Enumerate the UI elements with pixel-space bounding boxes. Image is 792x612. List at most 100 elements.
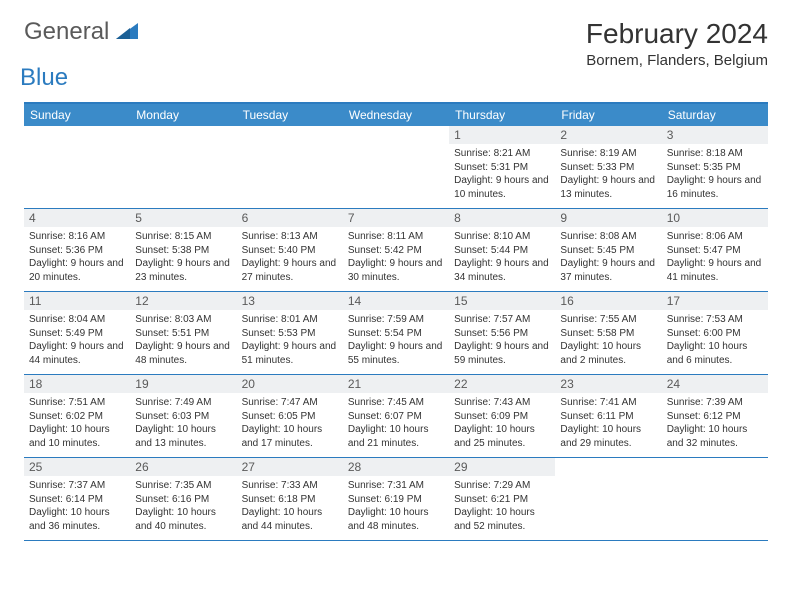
day-number: 18: [24, 375, 130, 393]
weeks-container: 1Sunrise: 8:21 AMSunset: 5:31 PMDaylight…: [24, 126, 768, 541]
day-cell: 21Sunrise: 7:45 AMSunset: 6:07 PMDayligh…: [343, 375, 449, 457]
day-body: Sunrise: 7:49 AMSunset: 6:03 PMDaylight:…: [130, 393, 236, 455]
header: General Blue February 2024 Bornem, Fland…: [24, 18, 768, 92]
day-cell: 17Sunrise: 7:53 AMSunset: 6:00 PMDayligh…: [662, 292, 768, 374]
day-number: 27: [237, 458, 343, 476]
day-body: Sunrise: 8:03 AMSunset: 5:51 PMDaylight:…: [130, 310, 236, 372]
week-row: 25Sunrise: 7:37 AMSunset: 6:14 PMDayligh…: [24, 458, 768, 541]
day-number: 15: [449, 292, 555, 310]
day-body: Sunrise: 7:31 AMSunset: 6:19 PMDaylight:…: [343, 476, 449, 538]
day-cell: 4Sunrise: 8:16 AMSunset: 5:36 PMDaylight…: [24, 209, 130, 291]
day-cell: 11Sunrise: 8:04 AMSunset: 5:49 PMDayligh…: [24, 292, 130, 374]
day-body: Sunrise: 7:37 AMSunset: 6:14 PMDaylight:…: [24, 476, 130, 538]
day-body: Sunrise: 7:33 AMSunset: 6:18 PMDaylight:…: [237, 476, 343, 538]
day-number: 21: [343, 375, 449, 393]
day-body: Sunrise: 7:59 AMSunset: 5:54 PMDaylight:…: [343, 310, 449, 372]
day-cell: 18Sunrise: 7:51 AMSunset: 6:02 PMDayligh…: [24, 375, 130, 457]
day-number: 24: [662, 375, 768, 393]
day-header: Wednesday: [343, 104, 449, 126]
week-row: 11Sunrise: 8:04 AMSunset: 5:49 PMDayligh…: [24, 292, 768, 375]
day-cell: 5Sunrise: 8:15 AMSunset: 5:38 PMDaylight…: [130, 209, 236, 291]
day-body: Sunrise: 7:29 AMSunset: 6:21 PMDaylight:…: [449, 476, 555, 538]
day-cell: 14Sunrise: 7:59 AMSunset: 5:54 PMDayligh…: [343, 292, 449, 374]
day-body: Sunrise: 7:47 AMSunset: 6:05 PMDaylight:…: [237, 393, 343, 455]
day-cell: 8Sunrise: 8:10 AMSunset: 5:44 PMDaylight…: [449, 209, 555, 291]
day-body: Sunrise: 8:15 AMSunset: 5:38 PMDaylight:…: [130, 227, 236, 289]
day-cell: 24Sunrise: 7:39 AMSunset: 6:12 PMDayligh…: [662, 375, 768, 457]
day-cell: 22Sunrise: 7:43 AMSunset: 6:09 PMDayligh…: [449, 375, 555, 457]
day-body: Sunrise: 7:43 AMSunset: 6:09 PMDaylight:…: [449, 393, 555, 455]
day-body: Sunrise: 7:57 AMSunset: 5:56 PMDaylight:…: [449, 310, 555, 372]
day-cell: 2Sunrise: 8:19 AMSunset: 5:33 PMDaylight…: [555, 126, 661, 208]
day-number: 22: [449, 375, 555, 393]
day-number: 17: [662, 292, 768, 310]
day-body: Sunrise: 7:41 AMSunset: 6:11 PMDaylight:…: [555, 393, 661, 455]
day-cell: 3Sunrise: 8:18 AMSunset: 5:35 PMDaylight…: [662, 126, 768, 208]
day-cell: 27Sunrise: 7:33 AMSunset: 6:18 PMDayligh…: [237, 458, 343, 540]
day-number: 4: [24, 209, 130, 227]
day-body: Sunrise: 8:16 AMSunset: 5:36 PMDaylight:…: [24, 227, 130, 289]
day-body: Sunrise: 8:18 AMSunset: 5:35 PMDaylight:…: [662, 144, 768, 206]
day-number: 7: [343, 209, 449, 227]
day-cell: [555, 458, 661, 540]
day-header: Monday: [130, 104, 236, 126]
day-cell: [130, 126, 236, 208]
day-cell: [343, 126, 449, 208]
week-row: 1Sunrise: 8:21 AMSunset: 5:31 PMDaylight…: [24, 126, 768, 209]
logo-triangle-icon: [116, 26, 138, 43]
day-number: 29: [449, 458, 555, 476]
day-body: Sunrise: 8:04 AMSunset: 5:49 PMDaylight:…: [24, 310, 130, 372]
day-number: 13: [237, 292, 343, 310]
day-header: Friday: [555, 104, 661, 126]
day-body: Sunrise: 8:06 AMSunset: 5:47 PMDaylight:…: [662, 227, 768, 289]
day-number: 10: [662, 209, 768, 227]
day-body: Sunrise: 7:45 AMSunset: 6:07 PMDaylight:…: [343, 393, 449, 455]
day-body: Sunrise: 8:01 AMSunset: 5:53 PMDaylight:…: [237, 310, 343, 372]
day-cell: 28Sunrise: 7:31 AMSunset: 6:19 PMDayligh…: [343, 458, 449, 540]
day-cell: 6Sunrise: 8:13 AMSunset: 5:40 PMDaylight…: [237, 209, 343, 291]
logo-text-blue: Blue: [20, 64, 138, 92]
day-cell: [237, 126, 343, 208]
day-cell: 16Sunrise: 7:55 AMSunset: 5:58 PMDayligh…: [555, 292, 661, 374]
day-header-row: SundayMondayTuesdayWednesdayThursdayFrid…: [24, 104, 768, 126]
day-cell: 19Sunrise: 7:49 AMSunset: 6:03 PMDayligh…: [130, 375, 236, 457]
day-number: 14: [343, 292, 449, 310]
day-body: Sunrise: 8:21 AMSunset: 5:31 PMDaylight:…: [449, 144, 555, 206]
day-cell: 25Sunrise: 7:37 AMSunset: 6:14 PMDayligh…: [24, 458, 130, 540]
day-header: Thursday: [449, 104, 555, 126]
location: Bornem, Flanders, Belgium: [586, 52, 768, 69]
day-number: 1: [449, 126, 555, 144]
day-cell: 29Sunrise: 7:29 AMSunset: 6:21 PMDayligh…: [449, 458, 555, 540]
day-cell: 26Sunrise: 7:35 AMSunset: 6:16 PMDayligh…: [130, 458, 236, 540]
day-cell: [24, 126, 130, 208]
day-number: 8: [449, 209, 555, 227]
day-header: Tuesday: [237, 104, 343, 126]
day-number: 5: [130, 209, 236, 227]
day-number: 26: [130, 458, 236, 476]
day-number: 9: [555, 209, 661, 227]
day-number: 16: [555, 292, 661, 310]
day-body: Sunrise: 8:19 AMSunset: 5:33 PMDaylight:…: [555, 144, 661, 206]
day-cell: 15Sunrise: 7:57 AMSunset: 5:56 PMDayligh…: [449, 292, 555, 374]
calendar: SundayMondayTuesdayWednesdayThursdayFrid…: [24, 102, 768, 541]
day-number: 11: [24, 292, 130, 310]
title-block: February 2024 Bornem, Flanders, Belgium: [586, 18, 768, 69]
week-row: 18Sunrise: 7:51 AMSunset: 6:02 PMDayligh…: [24, 375, 768, 458]
day-number: 23: [555, 375, 661, 393]
day-cell: 12Sunrise: 8:03 AMSunset: 5:51 PMDayligh…: [130, 292, 236, 374]
day-number: 3: [662, 126, 768, 144]
day-body: Sunrise: 8:13 AMSunset: 5:40 PMDaylight:…: [237, 227, 343, 289]
day-body: Sunrise: 7:39 AMSunset: 6:12 PMDaylight:…: [662, 393, 768, 455]
day-number: 28: [343, 458, 449, 476]
day-header: Sunday: [24, 104, 130, 126]
day-number: 12: [130, 292, 236, 310]
day-body: Sunrise: 8:08 AMSunset: 5:45 PMDaylight:…: [555, 227, 661, 289]
day-number: 2: [555, 126, 661, 144]
day-body: Sunrise: 8:11 AMSunset: 5:42 PMDaylight:…: [343, 227, 449, 289]
day-body: Sunrise: 7:35 AMSunset: 6:16 PMDaylight:…: [130, 476, 236, 538]
day-cell: 13Sunrise: 8:01 AMSunset: 5:53 PMDayligh…: [237, 292, 343, 374]
logo: General Blue: [24, 18, 138, 92]
day-cell: 23Sunrise: 7:41 AMSunset: 6:11 PMDayligh…: [555, 375, 661, 457]
day-number: 19: [130, 375, 236, 393]
day-header: Saturday: [662, 104, 768, 126]
